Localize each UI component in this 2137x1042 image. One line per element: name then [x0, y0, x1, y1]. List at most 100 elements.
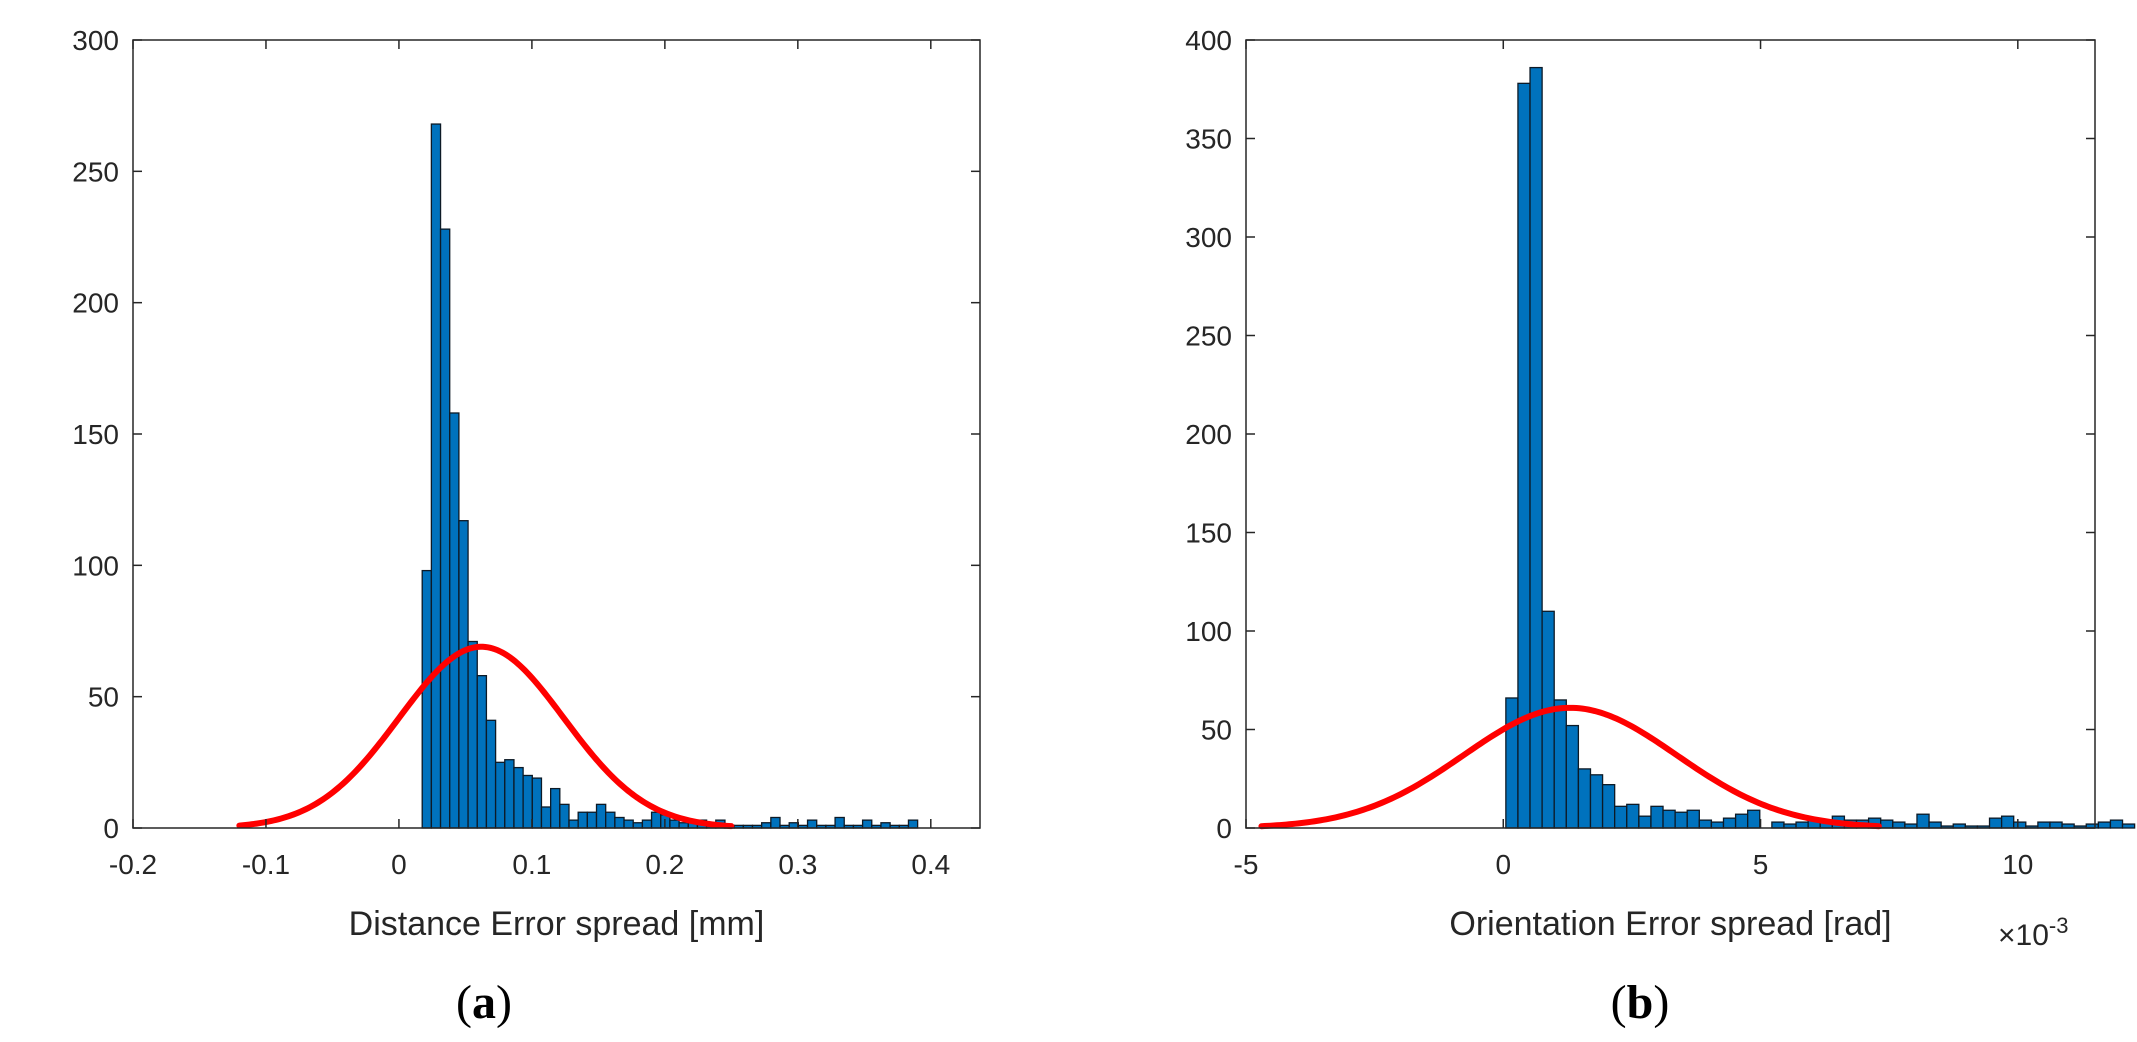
panel-a-label-letter: a	[472, 976, 496, 1029]
panel-a-bar-13	[540, 806, 552, 829]
panel-a-bar-2	[439, 228, 451, 829]
panel-a-bar-25	[650, 811, 662, 829]
panel-b-xtick-label-3: 10	[2002, 849, 2033, 880]
panel-b-bar-9	[1614, 805, 1628, 829]
panel-b-bar-8	[1601, 784, 1616, 829]
panel-a-ytick-label-0: 0	[103, 813, 119, 844]
panel-b-axes-frame	[1245, 39, 2096, 829]
panel-b-xtick-label-0: -5	[1234, 849, 1259, 880]
panel-b-bar-3	[1541, 610, 1555, 829]
panel-a-bar-21	[614, 816, 625, 829]
panel-b-x-exponent-label: ×10-3	[1998, 913, 2068, 952]
panel-b-ytick-label-1: 50	[1201, 715, 1232, 746]
panel-b-ytick-label-6: 300	[1185, 222, 1232, 253]
panel-b-bar-40	[1988, 817, 2003, 829]
panel-a-bar-37	[761, 822, 772, 829]
panel-b-ticks	[1245, 39, 2095, 829]
panel-a-ticks	[132, 39, 980, 829]
panel-b-bar-45	[2049, 821, 2063, 829]
panel-a-bar-42	[806, 819, 818, 829]
panel-a-xtick-label-6: 0.4	[911, 849, 950, 880]
panel-a-x-axis-title: Distance Error spread [mm]	[349, 905, 765, 943]
panel-b-label-open: (	[1611, 976, 1627, 1029]
panel-a-ytick-label-5: 250	[72, 156, 119, 187]
panel-b-ytick-label-4: 200	[1185, 419, 1232, 450]
panel-a-label: (a)	[456, 976, 512, 1029]
panel-b-bar-22	[1771, 821, 1785, 829]
panel-b-bar-5	[1565, 724, 1580, 829]
panel-a-xtick-label-2: 0	[391, 849, 407, 880]
panel-b-normal-fit-curve	[1258, 704, 1882, 830]
panel-b-x-axis-title: Orientation Error spread [rad]	[1449, 905, 1891, 943]
panel-b-ytick-label-3: 150	[1185, 518, 1232, 549]
panel-b-bar-6	[1577, 768, 1592, 829]
panel-a-bar-18	[586, 811, 598, 829]
panel-a-y-tick-labels: 0 50 100 150 200 250 300	[72, 25, 119, 844]
panel-b-label-letter: b	[1627, 976, 1654, 1029]
panel-b-bar-49	[2097, 821, 2112, 829]
panel-a-label-close: )	[496, 976, 512, 1029]
panel-b-xtick-label-1: 0	[1495, 849, 1511, 880]
panel-a-bar-48	[861, 819, 873, 829]
panel-a-bar-45	[834, 816, 845, 829]
panel-b-bar-11	[1638, 815, 1652, 829]
panel-b-bar-17	[1710, 821, 1725, 829]
panel-b-bar-20	[1747, 809, 1761, 829]
panel-b-ytick-label-7: 350	[1185, 124, 1232, 155]
panel-a-bar-3	[449, 412, 460, 829]
panel-b-bar-4	[1553, 699, 1567, 829]
panel-a-ytick-label-6: 300	[72, 25, 119, 56]
panel-a-bar-22	[623, 819, 634, 829]
panel-b-bar-7	[1589, 774, 1604, 829]
panel-a-bar-6	[476, 675, 488, 829]
panel-a-histogram-bars	[421, 123, 919, 829]
panel-a-bar-24	[641, 819, 653, 829]
panel-a-chart: -0.2 -0.1 0 0.1 0.2 0.3 0.4 0 50 100 150 200 250 300…	[72, 25, 981, 943]
panel-b-bar-14	[1674, 811, 1688, 829]
panel-b-bar-44	[2037, 821, 2051, 829]
panel-a-bar-8	[494, 761, 506, 829]
panel-a-bar-10	[513, 766, 524, 829]
panel-b-label-close: )	[1653, 976, 1669, 1029]
panel-b-bar-18	[1722, 817, 1737, 829]
panel-a-bar-16	[568, 819, 579, 829]
panel-a-bar-4	[458, 520, 469, 829]
panel-b-bar-42	[2013, 821, 2027, 829]
panel-b-y-tick-labels: 0 50 100 150 200 250 300 350 400	[1185, 25, 1232, 844]
panel-a-bar-28	[678, 822, 689, 829]
panel-a-normal-fit-curve	[236, 643, 735, 830]
panel-a-bar-9	[504, 759, 515, 829]
panel-a-bar-38	[770, 816, 781, 829]
panel-b-exponent-base: ×10	[1998, 919, 2049, 952]
panel-a-bar-12	[531, 777, 543, 829]
panel-a-bar-23	[632, 822, 644, 829]
panel-b-bar-13	[1662, 809, 1676, 829]
panel-a-bar-5	[467, 640, 478, 829]
panel-b-bar-15	[1686, 809, 1700, 829]
panel-a-bar-40	[788, 822, 800, 829]
panel-b-bar-51	[2121, 823, 2136, 829]
panel-b-bar-16	[1698, 819, 1713, 829]
panel-a-bar-19	[595, 803, 607, 829]
panel-b-bar-41	[2000, 815, 2015, 829]
panel-b-bar-10	[1626, 803, 1640, 829]
panel-a-bar-11	[522, 774, 533, 829]
panel-b-bar-34	[1916, 813, 1930, 829]
panel-a-xtick-label-5: 0.3	[778, 849, 817, 880]
panel-a-bar-50	[880, 822, 891, 829]
panel-a-xtick-label-3: 0.1	[512, 849, 551, 880]
panel-a-xtick-label-1: -0.1	[242, 849, 290, 880]
panel-b-bar-0	[1505, 697, 1519, 829]
panel-b-bar-12	[1650, 805, 1664, 829]
panel-b-xtick-label-2: 5	[1753, 849, 1769, 880]
panel-b-bar-32	[1892, 821, 1906, 829]
panel-a-bar-17	[577, 811, 588, 829]
panel-a-bar-20	[605, 811, 616, 829]
panel-a-xtick-label-0: -0.2	[109, 849, 157, 880]
panel-a-ytick-label-3: 150	[72, 419, 119, 450]
panel-a-bar-53	[907, 819, 919, 829]
panel-b-ytick-label-2: 100	[1185, 616, 1232, 647]
panel-a-x-tick-labels: -0.2 -0.1 0 0.1 0.2 0.3 0.4	[109, 849, 950, 880]
panel-b-bar-19	[1734, 813, 1749, 829]
